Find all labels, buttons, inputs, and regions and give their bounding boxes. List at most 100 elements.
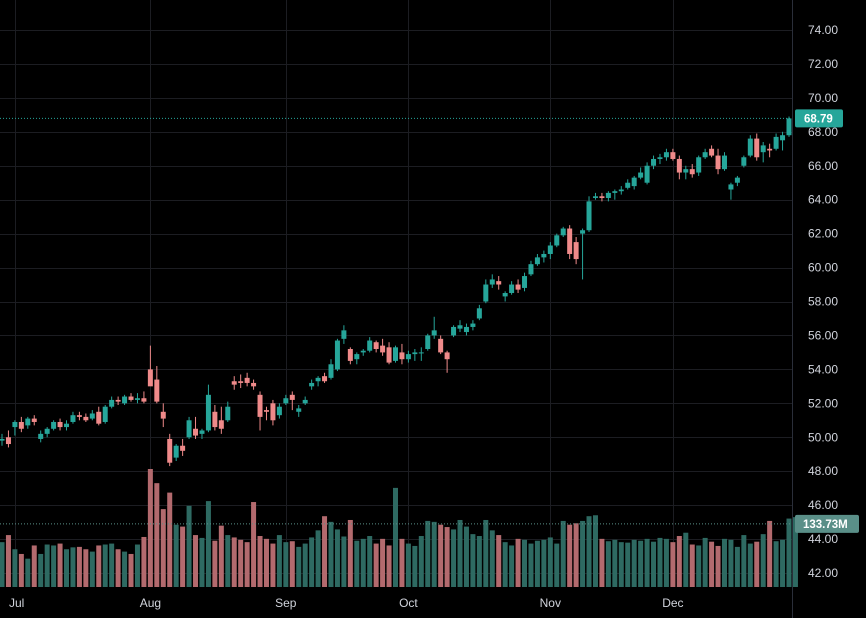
last-price-tag-bg <box>795 109 843 128</box>
candle <box>134 393 140 404</box>
candle-body <box>780 135 786 141</box>
candle-body <box>212 411 218 428</box>
candle-body <box>76 415 82 417</box>
candle <box>573 237 579 265</box>
candle-body <box>373 342 379 350</box>
candle <box>644 162 650 185</box>
candle-body <box>315 377 321 382</box>
candle <box>12 420 18 436</box>
candle-body <box>51 421 57 429</box>
volume-bar <box>193 535 199 587</box>
volume-bar <box>573 523 579 587</box>
candle <box>141 391 147 404</box>
price-axis[interactable]: 42.00 44.00 46.00 48.00 50.00 52.00 54.00 56.00… <box>792 0 839 618</box>
candle <box>393 345 398 363</box>
candle-body <box>728 184 734 190</box>
candle <box>786 116 792 137</box>
candle <box>715 148 721 175</box>
candle-body <box>354 354 360 360</box>
candle <box>605 191 611 202</box>
candle <box>528 260 534 277</box>
candle <box>373 340 379 353</box>
candle-body <box>502 293 508 297</box>
candle <box>747 135 753 158</box>
candle <box>289 391 295 411</box>
volume-bar <box>238 539 244 587</box>
volume-bar <box>657 537 663 587</box>
candle-body <box>689 169 695 175</box>
time-axis[interactable]: Jul Aug Sep Oct Nov Dec <box>9 596 684 610</box>
volume-bar <box>160 509 166 587</box>
candle-body <box>702 152 708 158</box>
candle <box>405 350 411 363</box>
candle-body <box>296 408 302 412</box>
candle-body <box>657 157 663 159</box>
volume-bar <box>180 526 186 587</box>
candle <box>263 406 269 421</box>
volume-bar <box>425 520 431 587</box>
candle-body <box>541 253 547 258</box>
candle-body <box>289 394 295 400</box>
candle <box>309 379 315 390</box>
volume-bar <box>302 543 308 587</box>
volume-bar <box>760 534 766 587</box>
candle-body <box>199 430 205 434</box>
candle-body <box>18 421 24 429</box>
candle <box>451 325 457 338</box>
volume-bar <box>451 529 457 587</box>
candle-body <box>567 228 573 254</box>
candle <box>122 394 128 406</box>
volume-bar <box>483 519 489 587</box>
candle-body <box>631 177 637 187</box>
candle <box>418 347 424 361</box>
volume-bar <box>534 540 540 587</box>
candle <box>625 179 631 190</box>
last-volume-tag: 133.73M <box>795 514 859 533</box>
volume-bar <box>96 545 102 587</box>
price-tick-label: 68.00 <box>808 125 838 139</box>
candle <box>102 405 108 424</box>
candle-body <box>154 379 160 402</box>
volume-bar <box>18 553 24 587</box>
volume-bar <box>618 542 624 587</box>
volume-bar <box>567 524 573 587</box>
candle-body <box>734 177 740 183</box>
candle-body <box>367 340 373 351</box>
candle <box>580 228 586 280</box>
candle <box>193 416 199 439</box>
candle <box>89 410 95 421</box>
volume-bar <box>373 543 379 587</box>
volume-bar <box>334 529 340 587</box>
volume-bar <box>218 525 224 587</box>
candle <box>696 155 702 176</box>
volume-bar <box>109 543 115 587</box>
volume-bar <box>315 530 321 587</box>
volume-bar <box>702 537 708 587</box>
candle <box>431 316 437 339</box>
volume-bar <box>644 538 650 587</box>
volume-bar <box>676 536 682 587</box>
candle <box>438 335 444 355</box>
candle <box>463 323 469 336</box>
price-tick-label: 48.00 <box>808 464 838 478</box>
volume-bar <box>728 539 734 587</box>
volume-bar <box>670 542 676 587</box>
candle-body <box>276 406 282 416</box>
candle <box>44 427 50 438</box>
volume-bar <box>734 546 740 587</box>
volume-bar <box>70 547 76 587</box>
volume-bar <box>89 551 95 587</box>
volume-bar <box>496 535 502 587</box>
volume-bar <box>541 539 547 587</box>
volume-bar <box>457 519 463 587</box>
candle <box>760 141 766 163</box>
candle-body <box>70 415 76 422</box>
candle-body <box>205 394 211 431</box>
candle <box>773 133 779 151</box>
candle-body <box>257 394 263 417</box>
candle <box>412 349 418 361</box>
volume-bar <box>547 537 553 587</box>
